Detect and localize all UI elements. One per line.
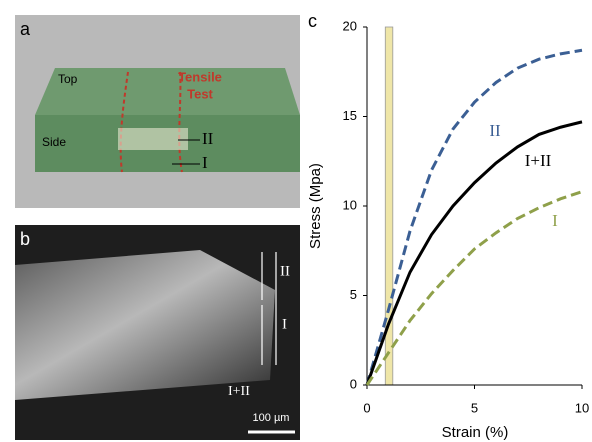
series-line	[365, 120, 583, 386]
y-tick-label: 0	[350, 376, 357, 391]
y-tick-label: 5	[350, 287, 357, 302]
series-label: II	[489, 121, 501, 140]
x-tick-label: 10	[575, 400, 589, 415]
cut-line	[178, 71, 183, 173]
brackets	[261, 252, 277, 365]
x-tick-label: 5	[471, 400, 478, 415]
series-line	[365, 48, 583, 386]
y-tick-label: 15	[343, 108, 357, 123]
series-line	[365, 190, 583, 386]
series-label: I	[552, 211, 558, 230]
x-axis-label: Strain (%)	[442, 424, 509, 441]
x-tick-label: 0	[363, 400, 370, 415]
panel-b: b II I I+II 100 µm	[15, 225, 300, 440]
label: I	[202, 153, 208, 172]
panel-letter: a	[20, 19, 31, 39]
sem-sample	[15, 250, 275, 400]
y-tick-label: 20	[343, 18, 357, 33]
panel-a: a Top Side Tensile Test II I	[15, 15, 300, 208]
y-axis-label: Stress (Mpa)	[307, 163, 324, 249]
panel-letter: c	[308, 11, 317, 31]
fiber-region	[118, 128, 188, 150]
y-tick-label: 10	[343, 197, 357, 212]
label: Tensile	[178, 69, 222, 84]
panel-letter: b	[20, 229, 30, 249]
label: Top	[58, 72, 78, 86]
cut-line	[119, 71, 129, 173]
label: II	[280, 263, 290, 279]
series-label: I+II	[525, 151, 552, 170]
label: I+II	[228, 384, 250, 399]
scale-label: 100 µm	[253, 412, 290, 424]
label: Side	[42, 135, 66, 149]
block-top	[35, 68, 300, 115]
label: Test	[187, 86, 213, 101]
label: I	[282, 316, 287, 332]
label: II	[202, 129, 214, 148]
